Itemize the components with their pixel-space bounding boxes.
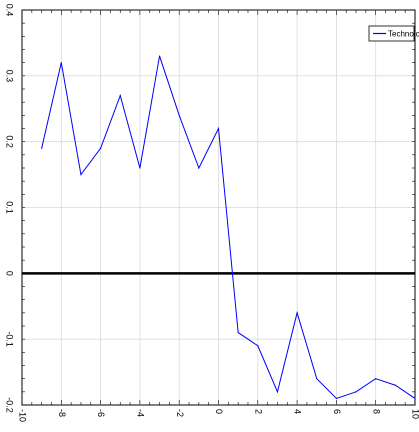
data-point [394,384,396,386]
y-tick-label: 0.3 [5,70,15,83]
data-point [296,312,298,314]
x-tick-label: -10 [18,409,28,422]
grid [22,10,415,405]
data-point [41,147,43,149]
minor-ticks [21,9,416,406]
data-point [335,397,337,400]
x-tick-label: -4 [136,409,146,417]
data-point [217,127,220,130]
y-tick-label: 0 [5,271,15,276]
legend: Technology [368,25,419,42]
x-tick-label: 10 [411,409,419,419]
x-tick-labels: -10 -8 -6 -4 -2 0 2 4 6 8 10 [18,409,419,422]
y-tick-label: 0.1 [5,201,15,214]
data-point [276,391,279,393]
y-tick-labels: -0.2 -0.1 0 0.1 0.2 0.3 0.4 [5,4,15,413]
data-point [80,173,82,176]
y-tick-label: 0.2 [5,135,15,148]
x-tick-label: 4 [293,409,303,414]
data-point [414,397,416,400]
x-tick-label: 2 [253,409,263,414]
data-point [60,62,62,64]
x-tick-label: 8 [371,409,381,414]
y-tick-label: -0.2 [5,397,15,413]
data-point [375,378,377,380]
x-tick-label: 0 [214,409,224,414]
data-point [198,167,200,169]
data-point [178,114,180,116]
data-point [355,391,357,393]
x-tick-label: -2 [175,409,185,417]
data-point [100,147,102,149]
legend-label: Technology [388,30,419,39]
series-line-technology [41,55,416,399]
data-point [257,345,259,347]
data-point [139,167,141,169]
y-tick-label: 0.4 [5,4,15,17]
data-point [158,55,161,57]
x-tick-label: -6 [96,409,106,417]
series-layer [41,55,416,400]
data-point [119,94,121,97]
data-point [237,331,239,334]
legend-box [368,25,415,42]
data-point [316,378,318,380]
y-tick-label: -0.1 [5,331,15,347]
x-tick-label: 6 [332,409,342,414]
x-tick-label: -8 [57,409,67,417]
